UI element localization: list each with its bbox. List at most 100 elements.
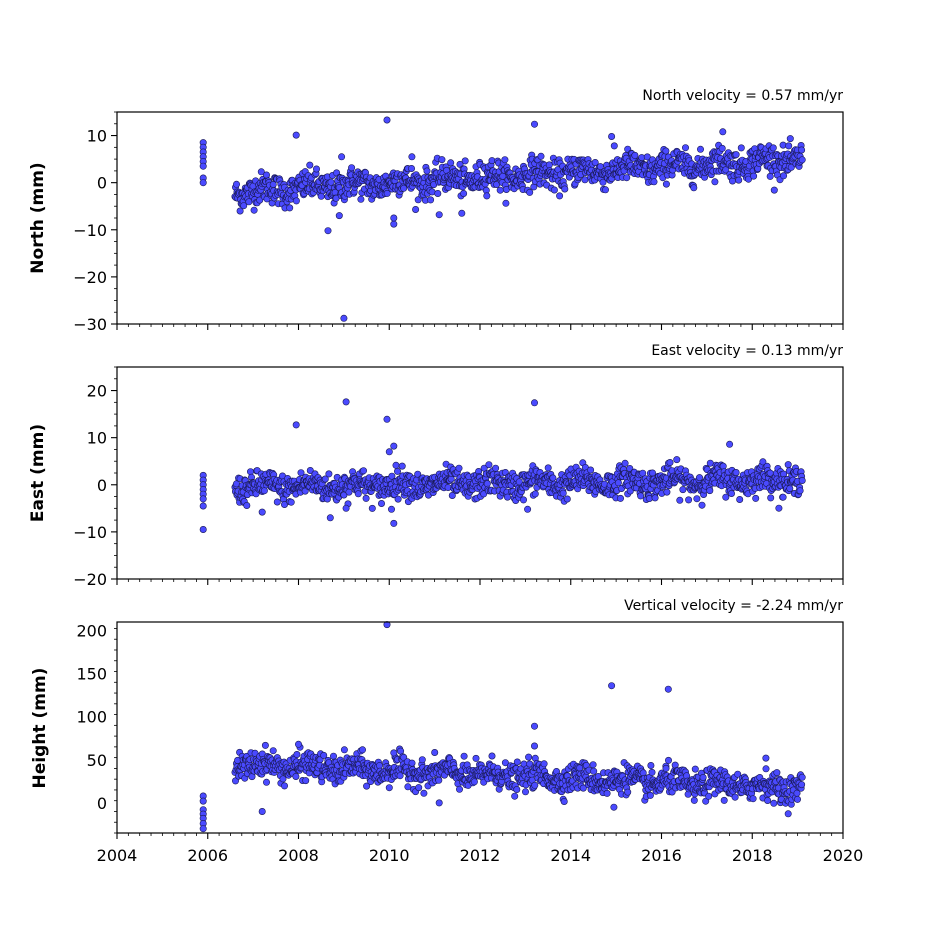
height-axis-label: Height (mm) [30, 668, 50, 789]
y-tick-label: −30 [73, 315, 107, 334]
data-point [357, 195, 365, 203]
data-point [448, 491, 456, 499]
data-point [340, 746, 348, 754]
data-point [540, 760, 548, 768]
data-point [695, 474, 703, 482]
data-point [731, 793, 739, 801]
data-point [690, 184, 698, 192]
data-point [297, 469, 305, 477]
data-point [461, 157, 469, 165]
data-point [458, 209, 466, 217]
data-point [306, 161, 314, 169]
data-point [393, 467, 401, 475]
data-point [312, 165, 320, 173]
data-point [257, 168, 265, 176]
data-point [250, 206, 258, 214]
data-point [530, 120, 538, 128]
data-point [502, 199, 510, 207]
east-data-points [199, 398, 806, 533]
data-point [679, 486, 687, 494]
data-point [320, 751, 328, 759]
data-point [798, 781, 806, 789]
data-point [262, 778, 270, 786]
data-point [663, 488, 671, 496]
data-point [798, 156, 806, 164]
data-point [726, 440, 734, 448]
data-point [770, 799, 778, 807]
data-point [764, 796, 772, 804]
data-point [519, 496, 527, 504]
y-tick-label: 0 [97, 174, 107, 193]
data-point [273, 498, 281, 506]
data-point [727, 489, 735, 497]
data-point [408, 153, 416, 161]
north-axis-label: North (mm) [28, 162, 48, 273]
data-point [414, 196, 422, 204]
data-point [530, 399, 538, 407]
data-point [408, 759, 416, 767]
data-point [732, 468, 740, 476]
data-point [292, 197, 300, 205]
data-point [513, 785, 521, 793]
data-point [643, 153, 651, 161]
data-point [483, 192, 491, 200]
data-point [199, 179, 207, 187]
data-point [292, 772, 300, 780]
data-point [784, 461, 792, 469]
data-point [559, 489, 567, 497]
data-point [444, 483, 452, 491]
east-axis-label: East (mm) [28, 424, 48, 522]
data-point [236, 207, 244, 215]
data-point [199, 162, 207, 170]
y-tick-label: 100 [76, 708, 107, 727]
data-point [798, 476, 806, 484]
data-point [549, 474, 557, 482]
data-point [324, 227, 332, 235]
data-point [623, 174, 631, 182]
data-point [698, 501, 706, 509]
data-point [750, 172, 758, 180]
data-point [770, 186, 778, 194]
data-point [648, 768, 656, 776]
data-point [773, 769, 781, 777]
data-point [415, 784, 423, 792]
data-point [390, 749, 398, 757]
data-point [544, 464, 552, 472]
data-point [292, 421, 300, 429]
data-point [735, 176, 743, 184]
data-point [414, 470, 422, 478]
data-point [526, 760, 534, 768]
data-point [699, 773, 707, 781]
data-point [621, 459, 629, 467]
data-point [383, 116, 391, 124]
data-point [550, 186, 558, 194]
x-tick-label: 2016 [641, 846, 682, 865]
data-point [521, 788, 529, 796]
data-point [247, 468, 255, 476]
data-point [199, 495, 207, 503]
east-velocity-title: East velocity = 0.13 mm/yr [651, 343, 843, 359]
height-panel: Vertical velocity = -2.24 mm/yr Height (… [30, 598, 863, 865]
data-point [610, 142, 618, 150]
y-tick-label: 200 [76, 622, 107, 641]
data-point [720, 796, 728, 804]
data-point [390, 442, 398, 450]
data-point [390, 220, 398, 228]
data-point [390, 519, 398, 527]
x-tick-label: 2004 [97, 846, 138, 865]
data-point [435, 799, 443, 807]
data-point [293, 750, 301, 758]
data-point [798, 146, 806, 154]
data-point [427, 196, 435, 204]
data-point [398, 462, 406, 470]
data-point [662, 764, 670, 772]
data-point [258, 508, 266, 516]
data-point [732, 151, 740, 159]
data-point [705, 792, 713, 800]
data-point [342, 504, 350, 512]
data-point [637, 492, 645, 500]
data-point [722, 493, 730, 501]
y-tick-label: 20 [87, 382, 107, 401]
data-point [647, 761, 655, 769]
data-point [258, 807, 266, 815]
